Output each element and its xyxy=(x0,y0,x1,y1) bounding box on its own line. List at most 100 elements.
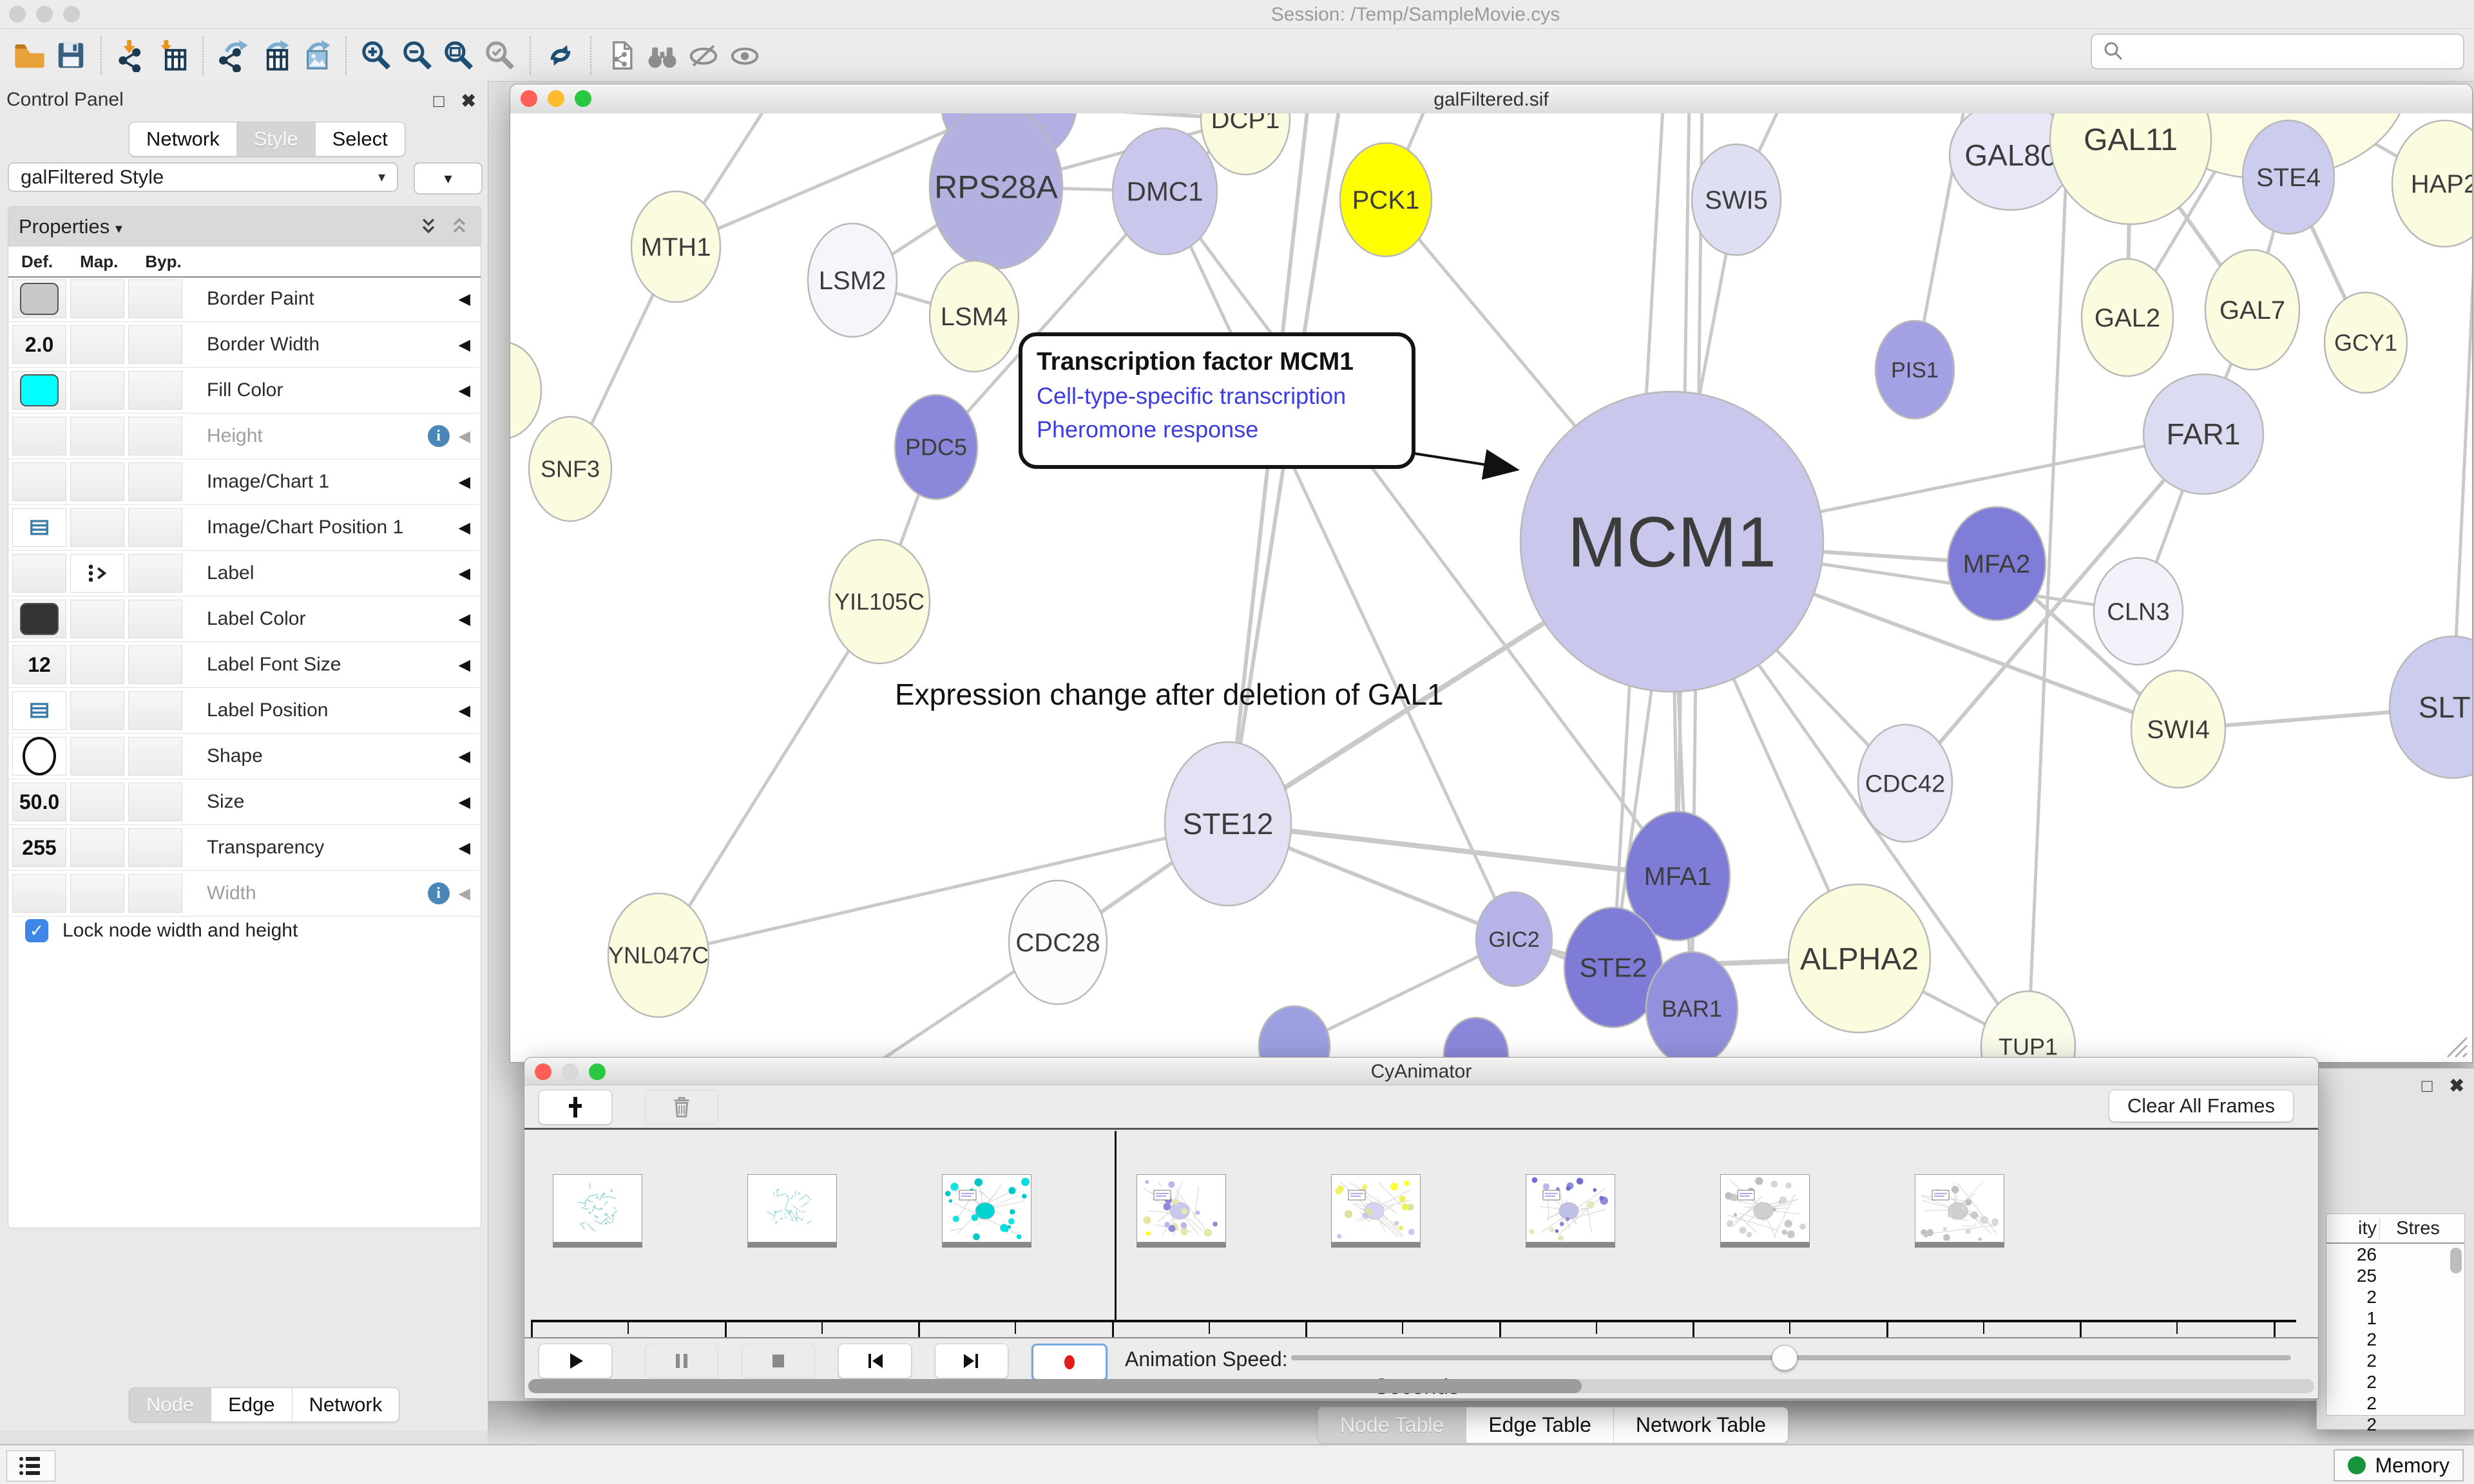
mapping-cell[interactable] xyxy=(70,828,124,867)
zoom-out-button[interactable] xyxy=(397,36,438,75)
expand-row-arrow-icon[interactable]: ◀ xyxy=(459,884,470,903)
float-panel-icon[interactable]: □ xyxy=(434,91,445,111)
app-zoom-icon[interactable] xyxy=(63,6,80,23)
default-value-cell[interactable] xyxy=(12,737,66,775)
tab-network-table[interactable]: Network Table xyxy=(1614,1407,1788,1443)
last-frame-button[interactable] xyxy=(935,1344,1008,1378)
hide-graphics-details-button[interactable] xyxy=(683,36,724,75)
app-close-icon[interactable] xyxy=(9,6,26,23)
cyanimator-timeline[interactable]: 0123456789Seconds xyxy=(524,1130,2318,1337)
close-panel-icon[interactable]: ✖ xyxy=(2450,1075,2464,1096)
frame-thumbnail-5[interactable] xyxy=(1526,1174,1615,1242)
table-row[interactable]: 26 xyxy=(2326,1244,2464,1265)
column-header[interactable]: Stres xyxy=(2379,1218,2456,1239)
clear-all-frames-button[interactable]: Clear All Frames xyxy=(2109,1090,2294,1122)
tab-node-table[interactable]: Node Table xyxy=(1318,1407,1466,1443)
play-button[interactable] xyxy=(539,1344,612,1378)
bypass-cell[interactable] xyxy=(128,462,182,501)
expand-row-arrow-icon[interactable]: ◀ xyxy=(459,747,470,766)
mapping-cell[interactable] xyxy=(70,554,124,593)
mapping-cell[interactable] xyxy=(70,508,124,547)
node-ste12[interactable]: STE12 xyxy=(1165,742,1291,906)
node-gic2[interactable]: GIC2 xyxy=(1476,892,1552,986)
mapping-cell[interactable] xyxy=(70,325,124,364)
expand-row-arrow-icon[interactable]: ◀ xyxy=(459,381,470,400)
mapping-cell[interactable] xyxy=(70,600,124,638)
info-icon[interactable]: i xyxy=(428,425,450,447)
bypass-cell[interactable] xyxy=(128,371,182,410)
bypass-cell[interactable] xyxy=(128,600,182,638)
node-lsm2[interactable]: LSM2 xyxy=(808,224,897,337)
tab-style[interactable]: Style xyxy=(237,122,316,156)
save-session-button[interactable] xyxy=(50,36,91,75)
lock-size-checkbox[interactable]: ✓ xyxy=(25,919,48,942)
default-value-cell[interactable] xyxy=(12,280,66,318)
expand-row-arrow-icon[interactable]: ◀ xyxy=(459,839,470,857)
mapping-cell[interactable] xyxy=(70,462,124,501)
mapping-cell[interactable] xyxy=(70,874,124,913)
properties-header[interactable]: Properties ▾ xyxy=(8,207,481,247)
table-row[interactable]: 2 xyxy=(2326,1414,2464,1435)
node-dmc1[interactable]: DMC1 xyxy=(1113,128,1217,254)
import-network-button[interactable] xyxy=(111,36,152,75)
zoom-in-button[interactable] xyxy=(356,36,397,75)
default-value-cell[interactable]: 50.0 xyxy=(12,783,66,821)
node-hap2[interactable]: HAP2 xyxy=(2392,120,2472,247)
cyanimator-minimize-icon[interactable] xyxy=(562,1063,579,1080)
zoom-selected-button[interactable] xyxy=(479,36,521,75)
table-row[interactable]: 2 xyxy=(2326,1329,2464,1350)
network-window-titlebar[interactable]: galFiltered.sif xyxy=(510,84,2472,114)
node-swi4[interactable]: SWI4 xyxy=(2131,671,2225,788)
bypass-cell[interactable] xyxy=(128,783,182,821)
expand-row-arrow-icon[interactable]: ◀ xyxy=(459,564,470,583)
tab-edge-table[interactable]: Edge Table xyxy=(1466,1407,1614,1443)
close-panel-icon[interactable]: ✖ xyxy=(461,90,476,111)
frame-thumbnail-7[interactable] xyxy=(1915,1174,2004,1242)
table-row[interactable]: 1 xyxy=(2326,1308,2464,1329)
export-network-button[interactable] xyxy=(213,36,254,75)
mapping-cell[interactable] xyxy=(70,645,124,684)
bypass-cell[interactable] xyxy=(128,508,182,547)
default-value-cell[interactable] xyxy=(12,371,66,410)
stop-button[interactable] xyxy=(742,1344,815,1378)
style-tab-network[interactable]: Network xyxy=(292,1388,399,1422)
node-gcy1[interactable]: GCY1 xyxy=(2325,292,2407,393)
frame-thumbnail-4[interactable] xyxy=(1331,1174,1421,1242)
export-table-button[interactable] xyxy=(254,36,295,75)
app-minimize-icon[interactable] xyxy=(36,6,53,23)
node-cdc42[interactable]: CDC42 xyxy=(1858,725,1952,842)
tab-network[interactable]: Network xyxy=(129,122,237,156)
node-gal7[interactable]: GAL7 xyxy=(2205,250,2299,370)
node-lsm4[interactable]: LSM4 xyxy=(930,261,1019,372)
node-cdc28[interactable]: CDC28 xyxy=(1009,880,1107,1004)
node-slt2[interactable]: SLT2 xyxy=(2390,636,2472,778)
search-field[interactable] xyxy=(2091,33,2464,70)
node-mth1[interactable]: MTH1 xyxy=(631,191,720,302)
mapping-cell[interactable] xyxy=(70,280,124,318)
info-icon[interactable]: i xyxy=(428,882,450,904)
search-binoculars-button[interactable] xyxy=(642,36,683,75)
export-image-button[interactable] xyxy=(295,36,336,75)
default-value-cell[interactable] xyxy=(12,874,66,913)
node-pdc5[interactable]: PDC5 xyxy=(895,395,977,499)
table-row[interactable]: 2 xyxy=(2326,1393,2464,1414)
style-tab-edge[interactable]: Edge xyxy=(211,1388,292,1422)
bypass-cell[interactable] xyxy=(128,554,182,593)
frame-thumbnail-2[interactable] xyxy=(942,1174,1031,1242)
mapping-cell[interactable] xyxy=(70,371,124,410)
annotation-link-2[interactable]: Pheromone response xyxy=(1037,416,1397,443)
collapse-all-icon[interactable] xyxy=(448,216,470,238)
default-value-cell[interactable] xyxy=(12,508,66,547)
expand-row-arrow-icon[interactable]: ◀ xyxy=(459,656,470,674)
table-row[interactable]: 2 xyxy=(2326,1371,2464,1393)
first-frame-button[interactable] xyxy=(838,1344,912,1378)
frame-thumbnail-3[interactable] xyxy=(1136,1174,1226,1242)
frame-thumbnail-6[interactable] xyxy=(1720,1174,1810,1242)
style-tab-node[interactable]: Node xyxy=(129,1388,211,1422)
bypass-cell[interactable] xyxy=(128,828,182,867)
animation-speed-thumb[interactable] xyxy=(1772,1345,1798,1371)
edge[interactable] xyxy=(658,602,879,955)
network-minimize-icon[interactable] xyxy=(548,90,564,107)
bypass-cell[interactable] xyxy=(128,691,182,730)
